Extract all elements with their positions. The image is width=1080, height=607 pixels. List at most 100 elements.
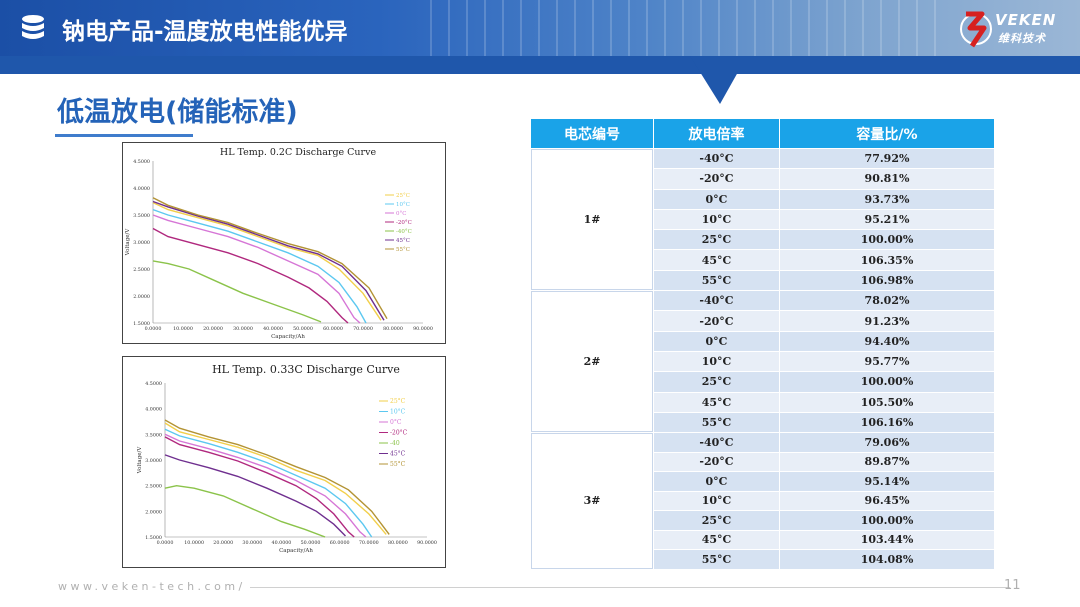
series-line (164, 433, 367, 538)
header-title: 钠电产品-温度放电性能优异 (62, 19, 348, 45)
table-body: 1# -40°C 77.92% -20°C 90.81% 0°C 93.73% 10°C 95.… (531, 149, 994, 569)
footer-url: www.veken-tech.com/ (58, 580, 246, 593)
y-tick-label: 3.5000 (145, 432, 162, 438)
x-tick-label: 30.0000 (242, 540, 262, 546)
legend-label: 55°C (396, 247, 410, 253)
header-decoration (430, 0, 950, 58)
series-line (164, 422, 387, 535)
y-tick-label: 1.5000 (133, 321, 150, 327)
y-tick-label: 2.0000 (145, 509, 162, 515)
table-row: 45°C 106.35% (531, 250, 994, 270)
legend-label: 25°C (396, 193, 410, 199)
table-row: 25°C 100.00% (531, 511, 994, 530)
y-axis-label: Voltage/V (137, 446, 143, 475)
legend-label: 10°C (396, 202, 410, 208)
database-icon (22, 15, 44, 39)
x-tick-label: 70.0000 (353, 326, 373, 332)
temperature-cell: 45°C (654, 392, 779, 412)
ratio-cell: 89.87% (780, 452, 994, 472)
table-row: 0°C 94.40% (531, 331, 994, 351)
ratio-cell: 100.00% (780, 511, 994, 530)
table-row: 45°C 103.44% (531, 530, 994, 550)
discharge-chart-0-33c: HL Temp. 0.33C Discharge Curve 1.5000 2.00… (137, 363, 437, 554)
x-tick-label: 50.0000 (301, 540, 321, 546)
series-line (164, 454, 346, 537)
temperature-cell: 55°C (654, 550, 779, 569)
legend-label: 55°C (390, 461, 406, 468)
y-tick-label: 4.5000 (145, 381, 162, 387)
series-line (164, 484, 326, 538)
capacity-ratio-table: 电芯编号 放电倍率 容量比/% 1# -40°C 77.92% -20°C 90.81%… (530, 118, 995, 570)
x-tick-label: 10.0000 (184, 540, 204, 546)
y-tick-label: 4.0000 (145, 407, 162, 413)
footer-divider (250, 587, 1010, 588)
ratio-cell: 106.98% (780, 270, 994, 291)
table-row: -20°C 90.81% (531, 169, 994, 189)
table-row: 10°C 95.21% (531, 209, 994, 230)
legend-label: -40 (390, 440, 400, 447)
ratio-cell: 105.50% (780, 392, 994, 412)
chart-panel-0-2c: HL Temp. 0.2C Discharge Curve 1.5000 2.000… (122, 142, 446, 344)
ratio-cell: 90.81% (780, 169, 994, 189)
table-row: 25°C 100.00% (531, 372, 994, 392)
section-title: 低温放电(储能标准) (57, 97, 298, 128)
temperature-cell: 25°C (654, 511, 779, 530)
legend-label: 0°C (396, 211, 406, 217)
x-tick-label: 80.0000 (383, 326, 403, 332)
ratio-cell: 103.44% (780, 530, 994, 550)
temperature-cell: 0°C (654, 331, 779, 351)
legend-label: 10°C (390, 409, 406, 416)
ratio-cell: 96.45% (780, 491, 994, 511)
table-row: 3# -40°C 79.06% (531, 433, 994, 569)
logo-name: VEKEN (995, 11, 1057, 29)
table-row: 0°C 95.14% (531, 472, 994, 491)
series-line (152, 197, 388, 320)
header-cell-id: 电芯编号 (531, 119, 653, 148)
ratio-cell: 95.14% (780, 472, 994, 491)
ratio-cell: 104.08% (780, 550, 994, 569)
header-chevron (690, 56, 1080, 104)
legend-label: 45°C (396, 238, 410, 244)
table-row: 0°C 93.73% (531, 189, 994, 209)
temperature-cell: 10°C (654, 351, 779, 372)
legend-label: 45°C (390, 451, 406, 458)
series-line (152, 208, 367, 324)
temperature-cell: 45°C (654, 250, 779, 270)
ratio-cell: 95.21% (780, 209, 994, 230)
y-tick-label: 3.0000 (133, 240, 150, 246)
temperature-cell: 10°C (654, 209, 779, 230)
x-tick-label: 60.0000 (330, 540, 350, 546)
cell-id: 1# (531, 149, 653, 291)
x-tick-label: 20.0000 (213, 540, 233, 546)
ratio-cell: 106.16% (780, 412, 994, 433)
table-row: 10°C 96.45% (531, 491, 994, 511)
x-axis-label: Capacity/Ah (279, 548, 313, 554)
temperature-cell: -20°C (654, 452, 779, 472)
series-line (152, 200, 385, 321)
temperature-cell: 45°C (654, 530, 779, 550)
y-tick-label: 3.5000 (133, 213, 150, 219)
table-row: -20°C 89.87% (531, 452, 994, 472)
y-tick-label: 2.0000 (133, 294, 150, 300)
x-tick-label: 90.0000 (413, 326, 433, 332)
series-line (152, 227, 349, 324)
ratio-cell: 94.40% (780, 331, 994, 351)
legend-label: -20°C (390, 430, 408, 437)
x-tick-label: 90.0000 (417, 540, 437, 546)
temperature-cell: -40°C (654, 149, 779, 169)
x-tick-label: 30.0000 (233, 326, 253, 332)
x-tick-label: 80.0000 (388, 540, 408, 546)
temperature-cell: -20°C (654, 311, 779, 331)
y-tick-label: 3.0000 (145, 458, 162, 464)
discharge-chart-0-2c: HL Temp. 0.2C Discharge Curve 1.5000 2.000… (125, 147, 433, 340)
temperature-cell: 10°C (654, 491, 779, 511)
header-bar (0, 0, 1080, 58)
ratio-cell: 106.35% (780, 250, 994, 270)
ratio-cell: 77.92% (780, 149, 994, 169)
table-row: 25°C 100.00% (531, 230, 994, 250)
table-row: 55°C 104.08% (531, 550, 994, 569)
temperature-cell: 0°C (654, 472, 779, 491)
series-line (152, 201, 382, 321)
ratio-cell: 78.02% (780, 291, 994, 311)
x-tick-label: 10.0000 (173, 326, 193, 332)
